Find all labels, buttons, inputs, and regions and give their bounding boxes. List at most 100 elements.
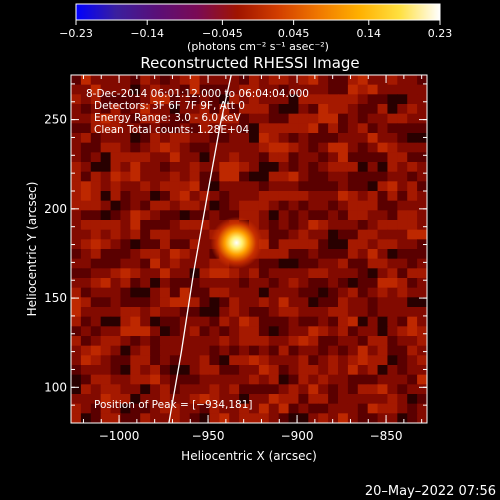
- heatmap-cell: [397, 249, 408, 260]
- heatmap-cell: [278, 84, 290, 95]
- heatmap-cell: [160, 200, 171, 211]
- heatmap-cell: [387, 75, 398, 86]
- heatmap-cell: [288, 171, 300, 182]
- heatmap-cell: [130, 113, 141, 124]
- heatmap-cell: [377, 210, 389, 221]
- heatmap-cell: [140, 142, 151, 153]
- heatmap-cell: [199, 316, 211, 327]
- heatmap-cell: [80, 249, 92, 260]
- heatmap-cell: [417, 394, 427, 405]
- heatmap-cell: [110, 384, 122, 395]
- heatmap-cell: [298, 394, 309, 405]
- heatmap-cell: [90, 287, 102, 298]
- heatmap-cell: [377, 239, 389, 250]
- heatmap-cell: [298, 239, 309, 250]
- heatmap-cell: [249, 133, 260, 144]
- heatmap-cell: [110, 200, 122, 211]
- heatmap-cell: [347, 113, 359, 124]
- heatmap-cell: [318, 123, 329, 134]
- heatmap-cell: [229, 307, 240, 318]
- heatmap-cell: [288, 403, 300, 414]
- heatmap-cell: [249, 384, 260, 395]
- heatmap-cell: [189, 123, 201, 134]
- heatmap-cell: [377, 394, 389, 405]
- heatmap-cell: [140, 229, 151, 240]
- heatmap-cell: [100, 249, 112, 260]
- heatmap-cell: [328, 403, 339, 414]
- heatmap-cell: [417, 268, 427, 279]
- heatmap-cell: [357, 152, 369, 163]
- heatmap-cell: [90, 94, 102, 105]
- heatmap-cell: [397, 336, 408, 347]
- heatmap-cell: [417, 84, 427, 95]
- heatmap-cell: [71, 113, 82, 124]
- heatmap-cell: [219, 287, 230, 298]
- heatmap-cell: [71, 403, 82, 414]
- heatmap-cell: [308, 113, 319, 124]
- heatmap-cell: [110, 94, 122, 105]
- heatmap-cell: [288, 307, 300, 318]
- heatmap-cell: [338, 345, 349, 356]
- heatmap-cell: [209, 220, 220, 231]
- heatmap-cell: [209, 384, 220, 395]
- heatmap-cell: [80, 152, 92, 163]
- heatmap-cell: [298, 200, 309, 211]
- heatmap-cell: [80, 229, 92, 240]
- heatmap-cell: [258, 365, 270, 376]
- heatmap-cell: [397, 123, 408, 134]
- heatmap-cell: [140, 104, 151, 115]
- heatmap-cell: [417, 326, 427, 337]
- heatmap-cell: [239, 384, 250, 395]
- heatmap-cell: [258, 75, 270, 86]
- heatmap-cell: [189, 249, 201, 260]
- heatmap-cell: [189, 181, 201, 192]
- heatmap-cell: [179, 394, 191, 405]
- heatmap-cell: [110, 278, 122, 289]
- heatmap-cell: [347, 220, 359, 231]
- heatmap-cell: [120, 249, 131, 260]
- heatmap-cell: [407, 365, 418, 376]
- heatmap-cell: [160, 258, 171, 269]
- heatmap-cell: [169, 403, 181, 414]
- heatmap-cell: [397, 297, 408, 308]
- heatmap-cell: [328, 297, 339, 308]
- heatmap-cell: [199, 307, 211, 318]
- heatmap-cell: [278, 191, 290, 202]
- heatmap-cell: [100, 239, 112, 250]
- heatmap-cell: [160, 181, 171, 192]
- heatmap-cell: [150, 403, 161, 414]
- heatmap-cell: [179, 94, 191, 105]
- heatmap-cell: [209, 355, 220, 366]
- heatmap-cell: [71, 287, 82, 298]
- heatmap-cell: [130, 307, 141, 318]
- heatmap-cell: [110, 191, 122, 202]
- heatmap-cell: [328, 413, 339, 423]
- heatmap-cell: [199, 171, 211, 182]
- heatmap-cell: [189, 104, 201, 115]
- annotation-energy-range: Energy Range: 3.0 - 6.0 keV: [94, 112, 242, 124]
- heatmap-cell: [357, 258, 369, 269]
- heatmap-cell: [140, 220, 151, 231]
- heatmap-cell: [71, 345, 82, 356]
- heatmap-cell: [229, 152, 240, 163]
- heatmap-cell: [110, 297, 122, 308]
- heatmap-cell: [189, 113, 201, 124]
- heatmap-cell: [160, 297, 171, 308]
- heatmap-cell: [367, 94, 379, 105]
- heatmap-cell: [387, 249, 398, 260]
- heatmap-cell: [179, 142, 191, 153]
- heatmap-cell: [120, 268, 131, 279]
- heatmap-cell: [357, 239, 369, 250]
- heatmap-cell: [229, 142, 240, 153]
- heatmap-cell: [100, 104, 112, 115]
- heatmap-cell: [110, 75, 122, 86]
- heatmap-cell: [407, 229, 418, 240]
- heatmap-cell: [169, 229, 181, 240]
- heatmap-cell: [160, 123, 171, 134]
- heatmap-cell: [417, 171, 427, 182]
- heatmap-cell: [417, 336, 427, 347]
- heatmap-cell: [71, 75, 82, 86]
- heatmap-cell: [417, 229, 427, 240]
- heatmap-cell: [169, 249, 181, 260]
- heatmap-cell: [288, 374, 300, 385]
